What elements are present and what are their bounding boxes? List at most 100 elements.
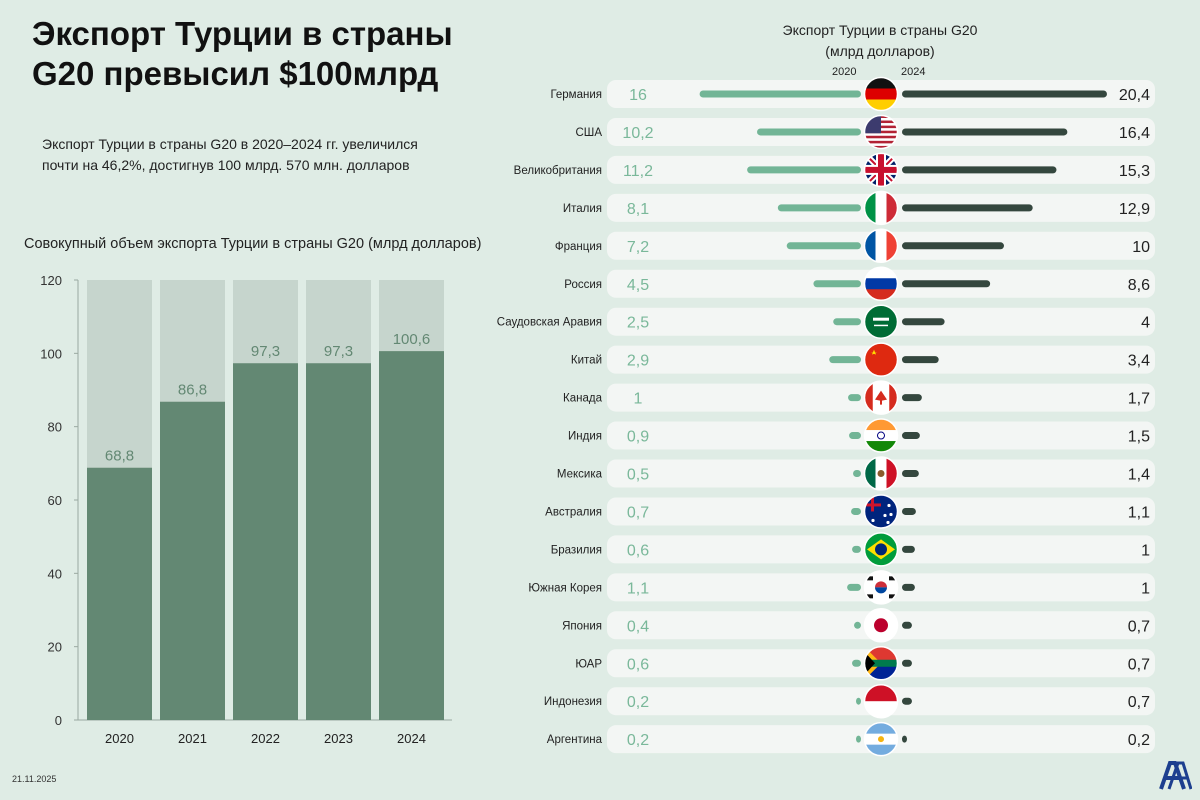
bar-2020 — [786, 242, 861, 250]
flag-ca-icon — [864, 381, 898, 415]
value-2024: 0,7 — [1128, 656, 1150, 673]
value-2020: 0,9 — [627, 429, 649, 446]
country-row: Южная Корея 1,1 1 — [528, 570, 1155, 605]
bar-2024 — [902, 507, 916, 515]
legend-2020: 2020 — [832, 66, 857, 78]
bar-value-label: 86,8 — [178, 382, 207, 399]
y-tick-label: 60 — [48, 493, 62, 508]
country-label: Канада — [563, 393, 603, 405]
bar-2024 — [379, 351, 444, 720]
country-row: Австралия 0,7 1,1 — [545, 494, 1155, 529]
bar-2024 — [902, 621, 912, 629]
bar-2020 — [833, 318, 861, 326]
bar-2020 — [852, 659, 861, 667]
country-row: ЮАР 0,6 0,7 — [575, 646, 1155, 681]
bar-2020 — [813, 280, 861, 288]
value-2024: 1,1 — [1128, 504, 1150, 521]
value-2024: 12,9 — [1119, 201, 1150, 218]
flag-border — [863, 721, 899, 757]
value-2020: 0,5 — [627, 467, 649, 484]
y-tick-label: 40 — [48, 566, 62, 581]
flag-border — [863, 608, 899, 643]
value-2020: 0,4 — [627, 618, 649, 635]
right-chart-title: Экспорт Турции в страны G20 (млрд доллар… — [680, 20, 1080, 62]
x-tick-label: 2023 — [324, 731, 353, 746]
flag-ar-icon — [864, 722, 898, 756]
y-tick-label: 20 — [48, 640, 62, 655]
x-tick-label: 2024 — [397, 731, 426, 746]
aa-logo-icon — [1159, 761, 1192, 790]
flag-za-icon — [864, 646, 898, 680]
flag-border — [863, 190, 899, 226]
flag-br-icon — [864, 532, 898, 566]
bar-value-label: 68,8 — [105, 448, 134, 465]
value-2024: 1 — [1141, 542, 1150, 559]
value-2024: 8,6 — [1128, 277, 1150, 294]
country-label: Мексика — [557, 469, 603, 481]
bar-2020 — [856, 735, 861, 743]
bar-2021 — [160, 401, 225, 720]
bar-2020 — [854, 621, 861, 629]
subtitle: Экспорт Турции в страны G20 в 2020–2024 … — [42, 134, 418, 176]
left-chart-title: Совокупный объем экспорта Турции в стран… — [24, 236, 482, 252]
value-2024: 3,4 — [1128, 353, 1150, 370]
flag-border — [863, 152, 899, 188]
flag-border — [863, 304, 899, 339]
y-tick-label: 100 — [40, 346, 62, 361]
bar-2024 — [902, 432, 920, 440]
country-row: Аргентина 0,2 0,2 — [547, 721, 1155, 757]
title-line-1: Экспорт Турции в страны — [32, 15, 453, 52]
flag-gb-icon — [864, 153, 898, 187]
country-row: Индия 0,9 1,5 — [568, 418, 1155, 453]
country-label: Индия — [568, 431, 602, 443]
bar-2024 — [902, 697, 912, 705]
flag-border — [863, 342, 899, 377]
country-label: Россия — [564, 279, 602, 291]
flag-border — [863, 266, 899, 301]
bar-2024 — [902, 356, 939, 364]
country-label: Германия — [550, 89, 602, 101]
legend-2024: 2024 — [901, 66, 926, 78]
value-2020: 2,9 — [627, 353, 649, 370]
bar-2020 — [87, 467, 152, 720]
country-row: Канада 1 1,7 — [563, 380, 1155, 415]
date: 21.11.2025 — [12, 774, 57, 784]
country-label: ЮАР — [575, 658, 602, 670]
right-chart-subtitle: (млрд долларов) — [825, 43, 935, 59]
flag-fr-icon — [864, 229, 898, 263]
country-label: Великобритания — [514, 165, 602, 177]
bar-2020 — [829, 356, 861, 364]
flag-border — [863, 418, 899, 453]
x-tick-label: 2021 — [178, 731, 207, 746]
bar-2024 — [902, 545, 915, 553]
country-label: Саудовская Аравия — [497, 317, 602, 329]
country-row: Великобритания 11,2 15,3 — [514, 152, 1155, 188]
value-2024: 10 — [1132, 239, 1150, 256]
x-tick-label: 2022 — [251, 731, 280, 746]
country-row: США 10,2 16,4 — [575, 114, 1155, 150]
bar-2020 — [852, 545, 861, 553]
country-row: Мексика 0,5 1,4 — [557, 456, 1155, 491]
value-2024: 20,4 — [1119, 87, 1150, 104]
country-label: США — [575, 127, 602, 139]
bar-2020 — [847, 583, 861, 591]
country-row: Россия 4,5 8,6 — [564, 266, 1155, 301]
bar-value-label: 100,6 — [393, 331, 431, 348]
flag-border — [863, 76, 899, 112]
flag-border — [863, 494, 899, 529]
bar-2020 — [856, 697, 861, 705]
value-2020: 8,1 — [627, 201, 649, 218]
bar-2024 — [902, 90, 1107, 98]
flag-id-icon — [864, 684, 898, 718]
bar-2024 — [902, 204, 1033, 212]
country-row: Бразилия 0,6 1 — [551, 532, 1155, 567]
flag-in-icon — [864, 419, 898, 453]
flag-border — [863, 456, 899, 491]
flag-border — [863, 532, 899, 567]
flag-au-icon — [864, 494, 898, 528]
value-2020: 11,2 — [623, 163, 653, 180]
value-2024: 4 — [1141, 315, 1150, 332]
value-2020: 10,2 — [622, 125, 653, 142]
country-label: Франция — [555, 241, 602, 253]
